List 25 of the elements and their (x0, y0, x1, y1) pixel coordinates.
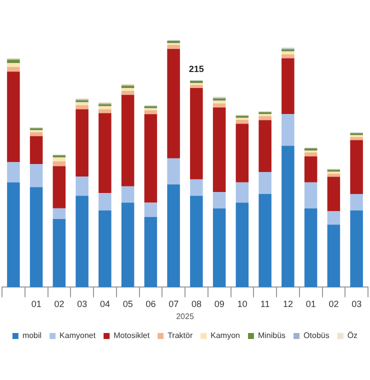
x-tick-label: 12 (282, 299, 293, 310)
x-tick-label: 03 (352, 299, 362, 310)
legend-label: Kamyonet (60, 331, 96, 340)
legend-label: mobil (22, 331, 42, 340)
x-tick-label: 01 (306, 299, 316, 310)
x-tick-label: 01 (31, 299, 42, 310)
x-tick-label: 09 (214, 299, 224, 310)
x-tick-label: 11 (260, 299, 270, 310)
x-tick-label: 02 (54, 299, 64, 310)
legend-label: Kamyon (210, 331, 240, 340)
x-tick-label: 07 (168, 299, 179, 310)
x-tick-label: 03 (77, 299, 88, 310)
legend-label: Motosiklet (114, 331, 150, 340)
x-tick-label: 08 (191, 299, 202, 310)
x-tick-label: 10 (237, 299, 248, 310)
legend-label: Minibüs (258, 331, 286, 340)
legend-label: Öz (347, 331, 358, 340)
x-tick-label: 05 (122, 299, 133, 310)
legend-label: Otobüs (304, 331, 330, 340)
x-tick-label: 04 (100, 299, 110, 310)
x-tick-label: 06 (146, 299, 156, 310)
legend-label: Traktör (168, 331, 193, 340)
x-tick-label: 02 (328, 299, 339, 310)
annotation: 215 (188, 64, 204, 74)
text: 2025 (176, 312, 194, 322)
